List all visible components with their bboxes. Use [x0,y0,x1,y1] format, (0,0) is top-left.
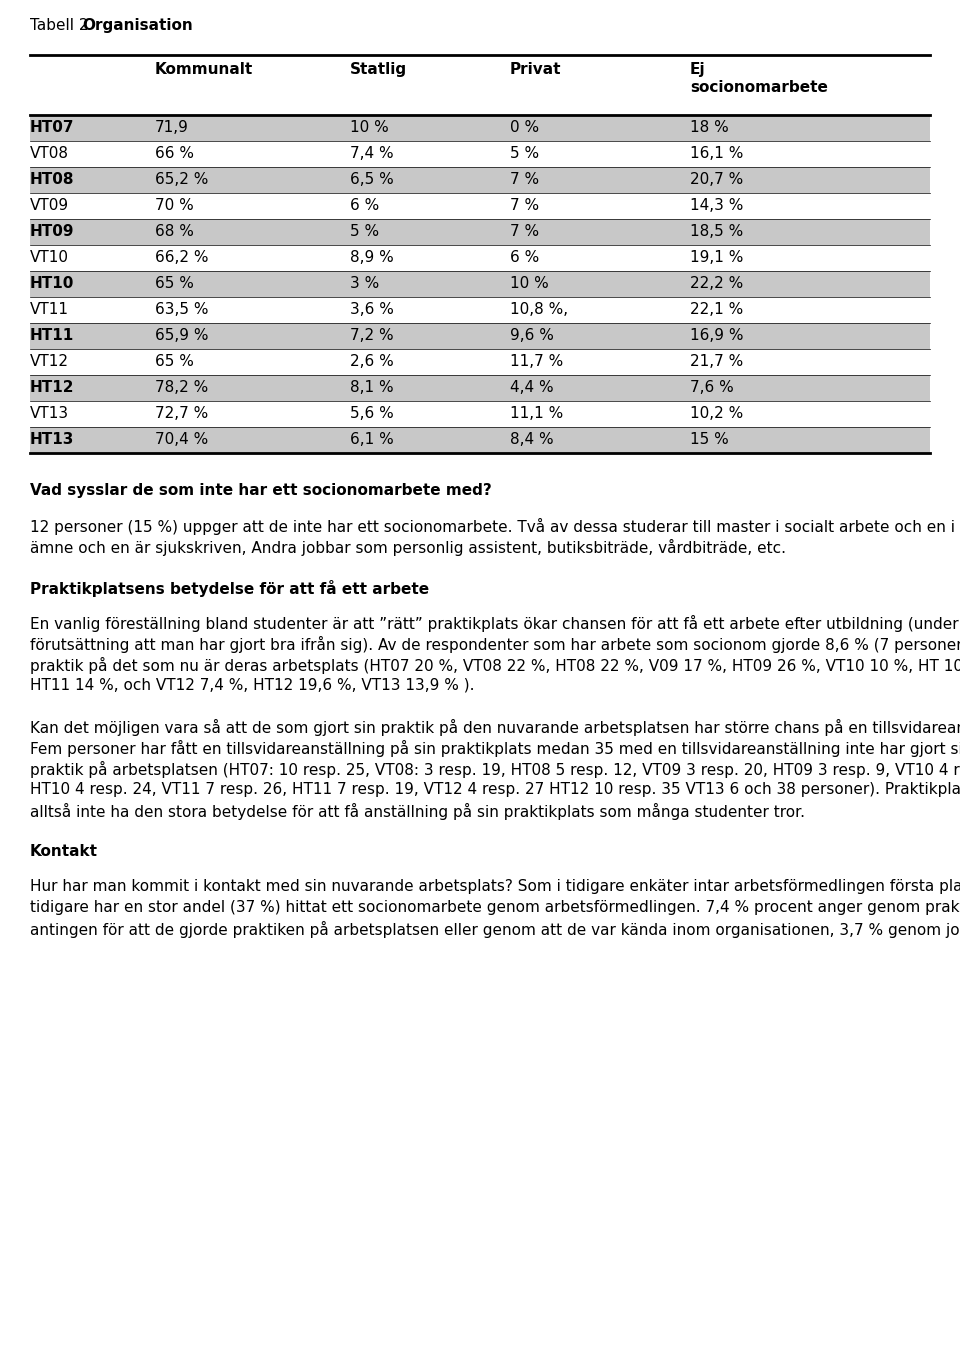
Text: 7 %: 7 % [510,199,540,213]
Text: 7,6 %: 7,6 % [690,381,733,396]
Text: Organisation: Organisation [82,18,193,32]
Text: Statlig: Statlig [350,62,407,77]
Text: 66,2 %: 66,2 % [155,250,208,266]
Bar [30,168,930,193]
Text: 7 %: 7 % [510,224,540,239]
Text: 65 %: 65 % [155,277,194,292]
Text: VT13: VT13 [30,407,69,422]
Text: HT08: HT08 [30,173,75,188]
Text: 2,6 %: 2,6 % [350,354,394,370]
Text: 22,2 %: 22,2 % [690,277,743,292]
Text: Kontakt: Kontakt [30,844,98,859]
Text: 11,7 %: 11,7 % [510,354,564,370]
Text: 65,9 %: 65,9 % [155,328,208,343]
Text: 15 %: 15 % [690,432,729,447]
Text: 3,6 %: 3,6 % [350,303,394,317]
Text: praktik på det som nu är deras arbetsplats (HT07 20 %, VT08 22 %, HT08 22 %, V09: praktik på det som nu är deras arbetspla… [30,657,960,674]
Text: 14,3 %: 14,3 % [690,199,743,213]
Text: 19,1 %: 19,1 % [690,250,743,266]
Text: 20,7 %: 20,7 % [690,173,743,188]
Text: VT10: VT10 [30,250,69,266]
Bar [30,219,930,245]
Text: HT07: HT07 [30,120,75,135]
Text: 6 %: 6 % [510,250,540,266]
Text: 8,9 %: 8,9 % [350,250,394,266]
Text: Ej: Ej [690,62,706,77]
Text: 18 %: 18 % [690,120,729,135]
Text: förutsättning att man har gjort bra ifrån sig). Av de respondenter som har arbet: förutsättning att man har gjort bra ifrå… [30,636,960,653]
Text: VT12: VT12 [30,354,69,370]
Text: 3 %: 3 % [350,277,379,292]
Text: Privat: Privat [510,62,562,77]
Text: VT08: VT08 [30,146,69,162]
Text: 10 %: 10 % [510,277,549,292]
Text: praktik på arbetsplatsen (HT07: 10 resp. 25, VT08: 3 resp. 19, HT08 5 resp. 12, : praktik på arbetsplatsen (HT07: 10 resp.… [30,761,960,778]
Text: 10,2 %: 10,2 % [690,407,743,422]
Text: VT11: VT11 [30,303,69,317]
Bar [30,115,930,141]
Text: 72,7 %: 72,7 % [155,407,208,422]
Text: HT10: HT10 [30,277,74,292]
Text: 21,7 %: 21,7 % [690,354,743,370]
Bar [30,272,930,297]
Text: Praktikplatsens betydelse för att få ett arbete: Praktikplatsens betydelse för att få ett… [30,580,429,597]
Text: 6 %: 6 % [350,199,379,213]
Text: Kommunalt: Kommunalt [155,62,253,77]
Text: 12 personer (15 %) uppger att de inte har ett socionomarbete. Två av dessa stude: 12 personer (15 %) uppger att de inte ha… [30,517,960,535]
Text: 68 %: 68 % [155,224,194,239]
Bar [30,376,930,401]
Text: 16,9 %: 16,9 % [690,328,743,343]
Text: 7,2 %: 7,2 % [350,328,394,343]
Text: En vanlig föreställning bland studenter är att ”rätt” praktikplats ökar chansen : En vanlig föreställning bland studenter … [30,615,959,632]
Text: 70 %: 70 % [155,199,194,213]
Text: 0 %: 0 % [510,120,540,135]
Text: tidigare har en stor andel (37 %) hittat ett socionomarbete genom arbetsförmedli: tidigare har en stor andel (37 %) hittat… [30,900,960,915]
Text: Fem personer har fått en tillsvidareanställning på sin praktikplats medan 35 med: Fem personer har fått en tillsvidareanst… [30,740,960,757]
Text: HT12: HT12 [30,381,75,396]
Text: HT13: HT13 [30,432,74,447]
Text: 5 %: 5 % [350,224,379,239]
Text: 22,1 %: 22,1 % [690,303,743,317]
Text: 5 %: 5 % [510,146,540,162]
Text: 11,1 %: 11,1 % [510,407,564,422]
Text: Vad sysslar de som inte har ett socionomarbete med?: Vad sysslar de som inte har ett socionom… [30,484,492,499]
Text: HT11 14 %, och VT12 7,4 %, HT12 19,6 %, VT13 13,9 % ).: HT11 14 %, och VT12 7,4 %, HT12 19,6 %, … [30,678,474,693]
Text: ämne och en är sjukskriven, Andra jobbar som personlig assistent, butiksbiträde,: ämne och en är sjukskriven, Andra jobbar… [30,539,786,557]
Text: Kan det möjligen vara så att de som gjort sin praktik på den nuvarande arbetspla: Kan det möjligen vara så att de som gjor… [30,719,960,736]
Text: socionomarbete: socionomarbete [690,80,828,95]
Text: 6,5 %: 6,5 % [350,173,394,188]
Text: 4,4 %: 4,4 % [510,381,554,396]
Text: 10 %: 10 % [350,120,389,135]
Text: 9,6 %: 9,6 % [510,328,554,343]
Text: 18,5 %: 18,5 % [690,224,743,239]
Bar [30,427,930,453]
Text: 65 %: 65 % [155,354,194,370]
Text: 66 %: 66 % [155,146,194,162]
Text: VT09: VT09 [30,199,69,213]
Text: 78,2 %: 78,2 % [155,381,208,396]
Text: 10,8 %,: 10,8 %, [510,303,568,317]
Text: Tabell 2: Tabell 2 [30,18,93,32]
Text: 7 %: 7 % [510,173,540,188]
Text: HT09: HT09 [30,224,75,239]
Bar [30,323,930,349]
Text: 6,1 %: 6,1 % [350,432,394,447]
Text: 71,9: 71,9 [155,120,189,135]
Text: 70,4 %: 70,4 % [155,432,208,447]
Text: 65,2 %: 65,2 % [155,173,208,188]
Text: 63,5 %: 63,5 % [155,303,208,317]
Text: antingen för att de gjorde praktiken på arbetsplatsen eller genom att de var kän: antingen för att de gjorde praktiken på … [30,921,960,938]
Text: alltså inte ha den stora betydelse för att få anställning på sin praktikplats so: alltså inte ha den stora betydelse för a… [30,802,805,820]
Text: 5,6 %: 5,6 % [350,407,394,422]
Text: 7,4 %: 7,4 % [350,146,394,162]
Text: 8,1 %: 8,1 % [350,381,394,396]
Text: 16,1 %: 16,1 % [690,146,743,162]
Text: Hur har man kommit i kontakt med sin nuvarande arbetsplats? Som i tidigare enkät: Hur har man kommit i kontakt med sin nuv… [30,880,960,894]
Text: 8,4 %: 8,4 % [510,432,554,447]
Text: HT10 4 resp. 24, VT11 7 resp. 26, HT11 7 resp. 19, VT12 4 resp. 27 HT12 10 resp.: HT10 4 resp. 24, VT11 7 resp. 26, HT11 7… [30,782,960,797]
Text: HT11: HT11 [30,328,74,343]
